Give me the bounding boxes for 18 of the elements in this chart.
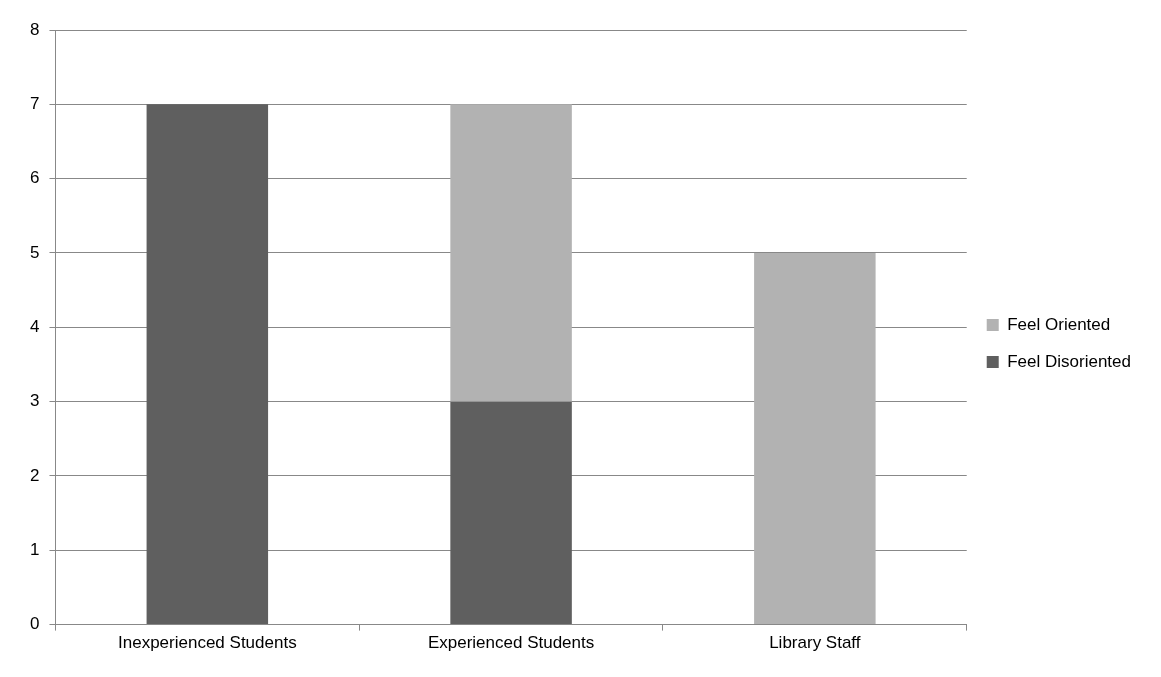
legend-label: Feel Disoriented — [1007, 351, 1131, 371]
bar — [146, 104, 269, 625]
legend-label: Feel Oriented — [1007, 314, 1111, 334]
y-tick-label: 4 — [29, 316, 40, 336]
y-tick-label: 1 — [29, 539, 40, 559]
bar — [450, 401, 572, 625]
y-tick-label: 5 — [29, 242, 40, 262]
x-tick-label: Inexperienced Students — [118, 633, 297, 653]
y-tick-label: 2 — [29, 465, 40, 485]
y-tick-label: 6 — [29, 168, 40, 188]
x-tick-label: Experienced Students — [427, 633, 595, 653]
y-tick-label: 3 — [29, 391, 40, 411]
y-tick-label: 0 — [29, 614, 40, 634]
bar — [754, 252, 876, 625]
bar — [450, 104, 572, 402]
y-tick-label: 8 — [29, 19, 40, 39]
y-tick-label: 7 — [29, 94, 40, 114]
x-tick-label: Library Staff — [769, 633, 861, 653]
